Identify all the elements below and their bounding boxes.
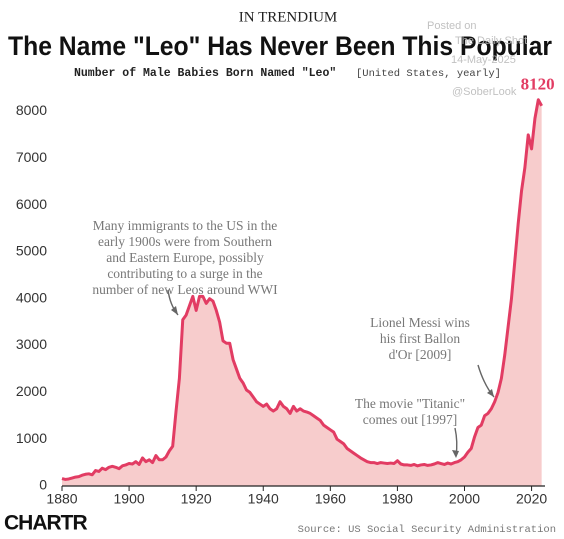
subtitle-note: [United States, yearly]	[356, 68, 501, 80]
annotation: contributing to a surge in the	[107, 266, 262, 281]
watermark: @SoberLook	[452, 86, 517, 98]
y-tick-label: 3000	[16, 336, 47, 352]
area	[62, 99, 542, 487]
y-tick-label: 2000	[16, 383, 47, 399]
x-tick-label: 1940	[248, 491, 279, 507]
annotation: number of new Leos around WWI	[92, 282, 278, 297]
brand: IN TRENDIUM	[239, 9, 337, 25]
annotation-arrowhead	[171, 306, 178, 315]
annotation-arrowhead	[487, 389, 494, 397]
x-tick-label: 1920	[181, 491, 212, 507]
x-tick-label: 2000	[449, 491, 480, 507]
annotation: Many immigrants to the US in the	[93, 218, 278, 233]
logo: CHARTR	[4, 512, 87, 535]
annotation: early 1900s were from Southern	[98, 234, 272, 249]
annotation: Lionel Messi wins	[370, 315, 470, 330]
annotation: comes out [1997]	[363, 412, 457, 427]
y-tick-label: 8000	[16, 102, 47, 118]
x-tick-label: 1980	[382, 491, 413, 507]
source: Source: US Social Security Administratio…	[298, 524, 556, 536]
annotation: d'Or [2009]	[389, 347, 452, 362]
watermark: The Daily Shot	[455, 35, 527, 47]
data-label: 8120	[521, 75, 555, 94]
line	[61, 98, 543, 481]
annotation: his first Ballon	[380, 331, 460, 346]
chart-title: The Name "Leo" Has Never Been This Popul…	[8, 31, 552, 61]
y-tick-label: 7000	[16, 149, 47, 165]
y-tick-label: 1000	[16, 430, 47, 446]
y-tick-label: 4000	[16, 289, 47, 305]
subtitle: Number of Male Babies Born Named "Leo"	[74, 67, 336, 80]
y-tick-label: 6000	[16, 196, 47, 212]
x-tick-label: 2020	[516, 491, 547, 507]
y-tick-label: 5000	[16, 243, 47, 259]
watermark: Posted on	[427, 20, 477, 32]
annotation: and Eastern Europe, possibly	[106, 250, 264, 265]
annotation-arrowhead	[452, 450, 459, 458]
x-tick-label: 1900	[114, 491, 145, 507]
x-tick-label: 1960	[315, 491, 346, 507]
annotation: The movie "Titanic"	[355, 396, 465, 411]
watermark: 14-May-2025	[451, 54, 516, 66]
x-tick-label: 1880	[46, 491, 77, 507]
y-tick-label: 0	[39, 477, 47, 493]
